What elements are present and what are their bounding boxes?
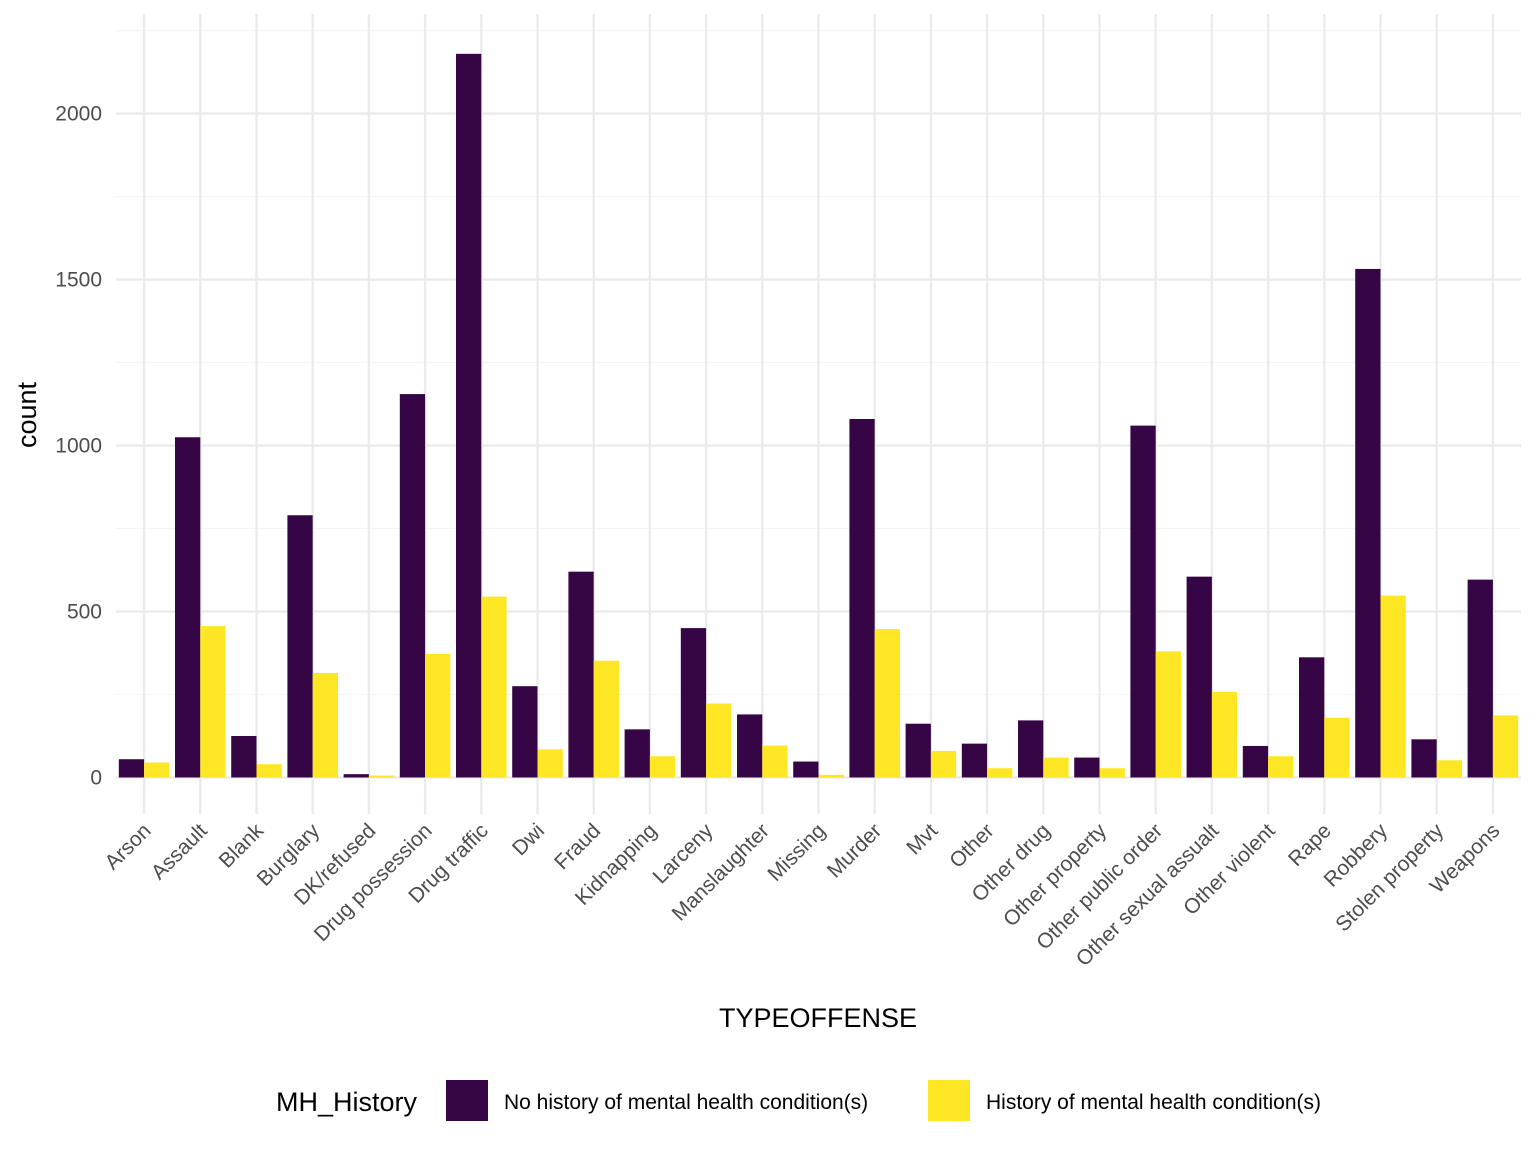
bar-drug-traffic-series-0: [456, 53, 482, 778]
bar-missing-series-0: [793, 761, 819, 778]
x-tick-label-other: Other: [945, 819, 998, 872]
bar-murder-series-0: [849, 418, 875, 778]
y-tick-label: 1500: [55, 269, 102, 292]
x-tick-label-dwi: Dwi: [508, 819, 549, 860]
bar-other-drug-series-0: [1018, 720, 1044, 778]
bar-burglary-series-0: [287, 515, 313, 778]
bar-murder-series-1: [874, 629, 900, 778]
legend-label-no-history: No history of mental health condition(s): [504, 1091, 868, 1114]
x-tick-label-manslaughter: Manslaughter: [668, 819, 774, 925]
bar-other-property-series-0: [1074, 757, 1100, 778]
bar-blank-series-0: [231, 735, 257, 778]
bar-rape-series-1: [1324, 717, 1350, 778]
bar-dwi-series-1: [537, 749, 563, 778]
y-axis-title: count: [12, 381, 42, 448]
bar-dk-refused-series-0: [343, 774, 369, 778]
bar-weapons-series-1: [1492, 715, 1519, 778]
x-tick-label-missing: Missing: [763, 819, 830, 886]
bar-stolen-property-series-0: [1411, 739, 1437, 778]
bar-assault-series-1: [200, 626, 226, 778]
bar-stolen-property-series-1: [1436, 760, 1462, 778]
bar-other-public-order-series-1: [1155, 651, 1181, 778]
bar-drug-possession-series-1: [425, 654, 451, 778]
x-tick-label-arson: Arson: [101, 819, 156, 874]
bar-other-violent-series-1: [1268, 756, 1294, 778]
bar-rape-series-0: [1299, 657, 1325, 778]
bar-mvt-series-0: [905, 723, 931, 778]
y-tick-label: 500: [67, 601, 102, 624]
bar-robbery-series-0: [1355, 268, 1381, 778]
bar-arson-series-1: [144, 762, 170, 778]
bar-burglary-series-1: [312, 672, 338, 778]
bar-blank-series-1: [256, 764, 282, 778]
bar-larceny-series-0: [680, 628, 707, 778]
x-tick-label-mvt: Mvt: [902, 819, 942, 859]
x-tick-label-assault: Assault: [147, 819, 212, 884]
bar-larceny-series-1: [706, 703, 732, 778]
bar-assault-series-0: [175, 437, 201, 778]
legend-title: MH_History: [276, 1087, 418, 1117]
bar-other-sexual-assualt-series-0: [1186, 576, 1212, 778]
bar-drug-possession-series-0: [399, 394, 426, 778]
bar-missing-series-1: [818, 774, 844, 778]
bar-fraud-series-0: [568, 571, 594, 778]
y-tick-label: 2000: [55, 103, 102, 126]
bar-kidnapping-series-1: [649, 756, 676, 778]
legend-swatch-history: [928, 1080, 970, 1121]
x-tick-label-blank: Blank: [215, 819, 269, 873]
bar-other-series-0: [961, 743, 988, 778]
legend-label-history: History of mental health condition(s): [986, 1091, 1321, 1114]
bar-other-drug-series-1: [1043, 757, 1069, 778]
bar-manslaughter-series-0: [737, 714, 763, 778]
x-tick-label-murder: Murder: [823, 819, 886, 882]
x-axis-title: TYPEOFFENSE: [719, 1003, 917, 1033]
bar-weapons-series-0: [1467, 579, 1493, 778]
bar-kidnapping-series-0: [624, 729, 650, 778]
bar-other-public-order-series-0: [1130, 425, 1156, 778]
bar-other-property-series-1: [1099, 768, 1125, 778]
y-tick-label: 0: [90, 766, 102, 789]
y-tick-labels: 0 500 1000 1500 2000: [55, 103, 102, 790]
bar-other-sexual-assualt-series-1: [1211, 691, 1238, 778]
bar-dk-refused-series-1: [368, 775, 395, 778]
bars-layer: [118, 53, 1519, 778]
bar-other-series-1: [987, 768, 1013, 778]
legend: MH_History No history of mental health c…: [276, 1080, 1321, 1121]
bar-mvt-series-1: [930, 750, 957, 778]
bar-arson-series-0: [118, 759, 145, 778]
y-tick-label: 1000: [55, 435, 102, 458]
bar-robbery-series-1: [1380, 595, 1406, 778]
x-tick-label-rape: Rape: [1284, 819, 1336, 871]
bar-dwi-series-0: [512, 686, 538, 778]
bar-manslaughter-series-1: [762, 745, 788, 778]
x-tick-label-fraud: Fraud: [550, 819, 605, 874]
legend-swatch-no-history: [446, 1080, 488, 1121]
bar-fraud-series-1: [593, 660, 619, 778]
bar-other-violent-series-0: [1242, 745, 1269, 778]
bar-drug-traffic-series-1: [481, 596, 507, 778]
